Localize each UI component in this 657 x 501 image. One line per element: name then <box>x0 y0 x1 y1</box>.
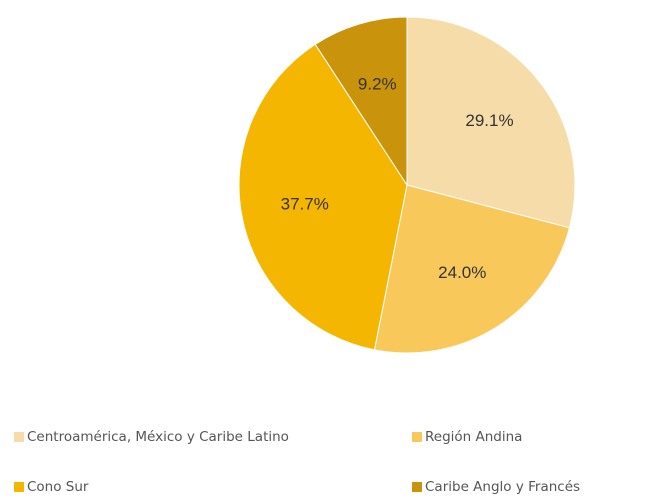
legend-label: Cono Sur <box>27 479 89 495</box>
data-label: 37.7% <box>281 194 329 213</box>
data-label: 29.1% <box>465 111 513 130</box>
legend-swatch <box>412 432 422 442</box>
pie-slice <box>314 16 408 187</box>
legend-swatch <box>14 432 24 442</box>
legend-label: Región Andina <box>425 429 522 445</box>
legend-label: Centroamérica, México y Caribe Latino <box>27 429 289 445</box>
pie-slice <box>373 184 571 354</box>
legend-swatch <box>14 482 24 492</box>
pie-slice <box>406 16 576 229</box>
data-label: 24.0% <box>438 263 486 282</box>
legend-swatch <box>412 482 422 492</box>
legend-label: Caribe Anglo y Francés <box>425 479 580 495</box>
data-label: 9.2% <box>358 75 397 94</box>
